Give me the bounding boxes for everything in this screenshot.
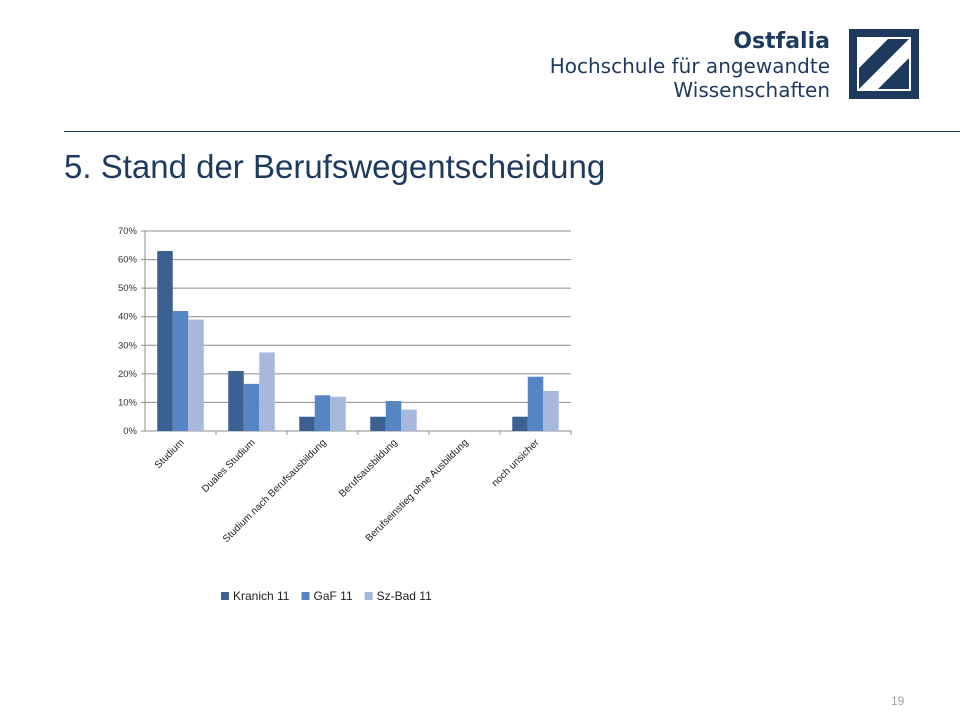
x-tick-label: Duales Studium [200,437,258,495]
bar [370,416,386,431]
bar [385,401,402,431]
bar [512,416,528,431]
bar [243,383,260,431]
brand-line-1: Hochschule für angewandte [549,54,830,78]
y-tick-label: 50% [118,283,138,294]
y-tick-label: 40% [118,312,138,323]
x-tick-label: Berufsausbildung [337,437,399,499]
legend-label: Kranich 11 [233,589,290,603]
legend-label: Sz-Bad 11 [377,589,432,603]
y-tick-label: 0% [123,426,137,437]
legend-swatch [301,592,310,600]
ostfalia-logo-icon [849,29,919,99]
header-divider [64,131,960,132]
y-tick-label: 70% [118,226,138,237]
legend-label: GaF 11 [313,589,352,603]
bar [228,371,244,431]
y-tick-label: 10% [118,397,138,408]
page-number: 19 [891,694,905,708]
x-tick-label: Studium [153,437,187,471]
bar-chart: 0% 10% 20% 30% 40% 50% 60% 70% Studium Duales Stu… [118,226,572,603]
legend-swatch [364,592,373,600]
bar [330,396,346,431]
bar [314,395,331,431]
brand-name: Ostfalia [733,29,830,54]
bar [299,416,315,431]
bar [527,376,544,431]
bar [157,251,173,431]
bar [259,352,275,431]
y-tick-label: 30% [118,340,138,351]
brand-text: Ostfalia Hochschule für angewandte Wisse… [549,29,830,103]
slide-title: 5. Stand der Berufswegentscheidung [64,148,606,185]
x-tick-label: noch unsicher [490,437,542,489]
bar [172,311,189,431]
brand-line-2: Wissenschaften [673,78,830,102]
bar [543,391,559,431]
bar [188,319,204,431]
bar [401,409,417,431]
legend-swatch [221,592,229,600]
y-tick-label: 60% [118,255,138,266]
y-tick-label: 20% [118,369,138,380]
